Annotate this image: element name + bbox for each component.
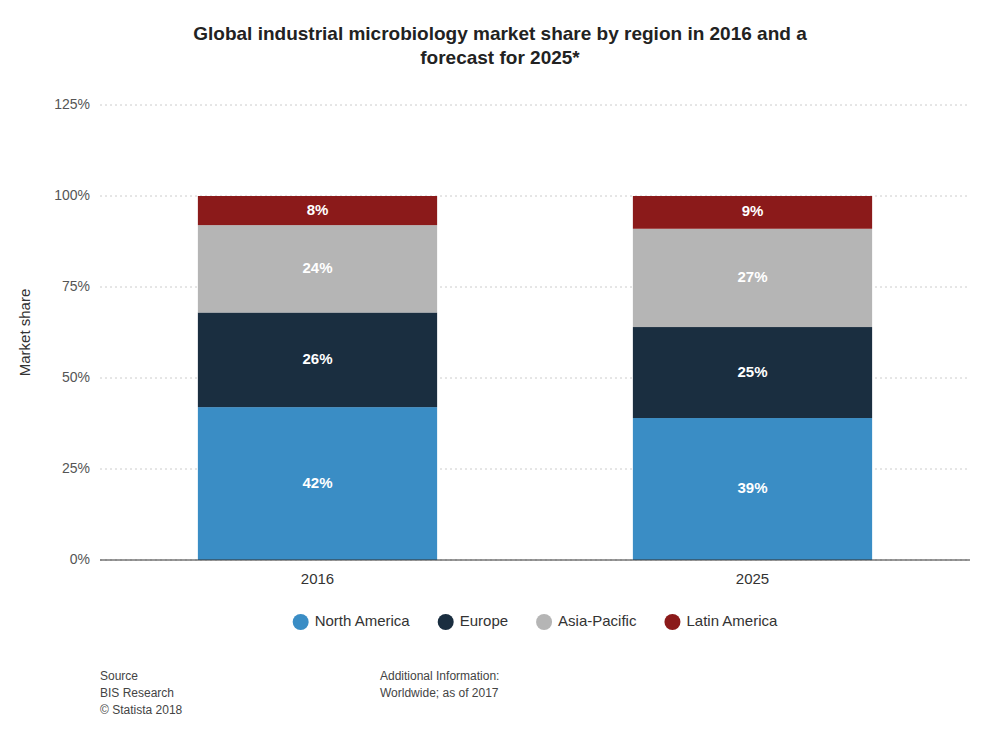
- x-tick-label: 2025: [736, 570, 769, 587]
- y-tick-label: 50%: [62, 369, 90, 385]
- legend-item: Asia-Pacific: [536, 612, 637, 630]
- y-tick-label: 25%: [62, 460, 90, 476]
- legend-label: Europe: [460, 612, 508, 629]
- data-label: 24%: [302, 259, 332, 276]
- x-axis: 2016 2025: [100, 560, 970, 587]
- data-label: 27%: [737, 268, 767, 285]
- legend: North America Europe Asia-Pacific Latin Ame…: [293, 612, 778, 630]
- x-axis-line: [100, 560, 970, 561]
- background: [0, 0, 1000, 743]
- bar-segment: [198, 312, 437, 407]
- data-label: 42%: [302, 474, 332, 491]
- data-label: 25%: [737, 363, 767, 380]
- legend-swatch: [293, 614, 309, 630]
- data-label: 8%: [307, 201, 329, 218]
- legend-label: Asia-Pacific: [558, 612, 637, 629]
- y-axis-label: Market share: [16, 289, 33, 377]
- data-labels: 42% 39% 26% 25% 24% 27% 8% 9%: [302, 201, 767, 496]
- y-tick-label: 75%: [62, 278, 90, 294]
- y-tick-label: 125%: [54, 96, 90, 112]
- annotation: SourceBIS Research© Statista 2018: [100, 669, 183, 717]
- bar-segment: [633, 327, 872, 418]
- y-axis: 0% 25% 50% 75% 100% 125%: [54, 96, 970, 567]
- bar-segment: [198, 196, 437, 225]
- bar-segment: [633, 196, 872, 229]
- legend-swatch: [536, 614, 552, 630]
- bar-segment: [198, 225, 437, 312]
- legend-item: North America: [293, 612, 411, 630]
- annotation: Additional Information:Worldwide; as of …: [380, 669, 499, 700]
- data-label: 26%: [302, 350, 332, 367]
- legend-item: Latin America: [664, 612, 778, 630]
- x-tick-label: 2016: [301, 570, 334, 587]
- legend-label: Latin America: [686, 612, 778, 629]
- legend-swatch: [664, 614, 680, 630]
- legend-item: Europe: [438, 612, 508, 630]
- bars: [198, 196, 872, 560]
- legend-label: North America: [315, 612, 411, 629]
- bar-segment: [633, 229, 872, 327]
- grid-line: [100, 105, 970, 106]
- title: Global industrial microbiology market sh…: [193, 23, 807, 68]
- grid-line: [100, 560, 970, 561]
- y-tick-label: 0%: [70, 551, 90, 567]
- data-label: 9%: [742, 202, 764, 219]
- data-label: 39%: [737, 479, 767, 496]
- legend-swatch: [438, 614, 454, 630]
- bar-segment: [633, 418, 872, 560]
- chart: Global industrial microbiology market sh…: [0, 0, 1000, 743]
- y-tick-label: 100%: [54, 187, 90, 203]
- bar-segment: [198, 407, 437, 560]
